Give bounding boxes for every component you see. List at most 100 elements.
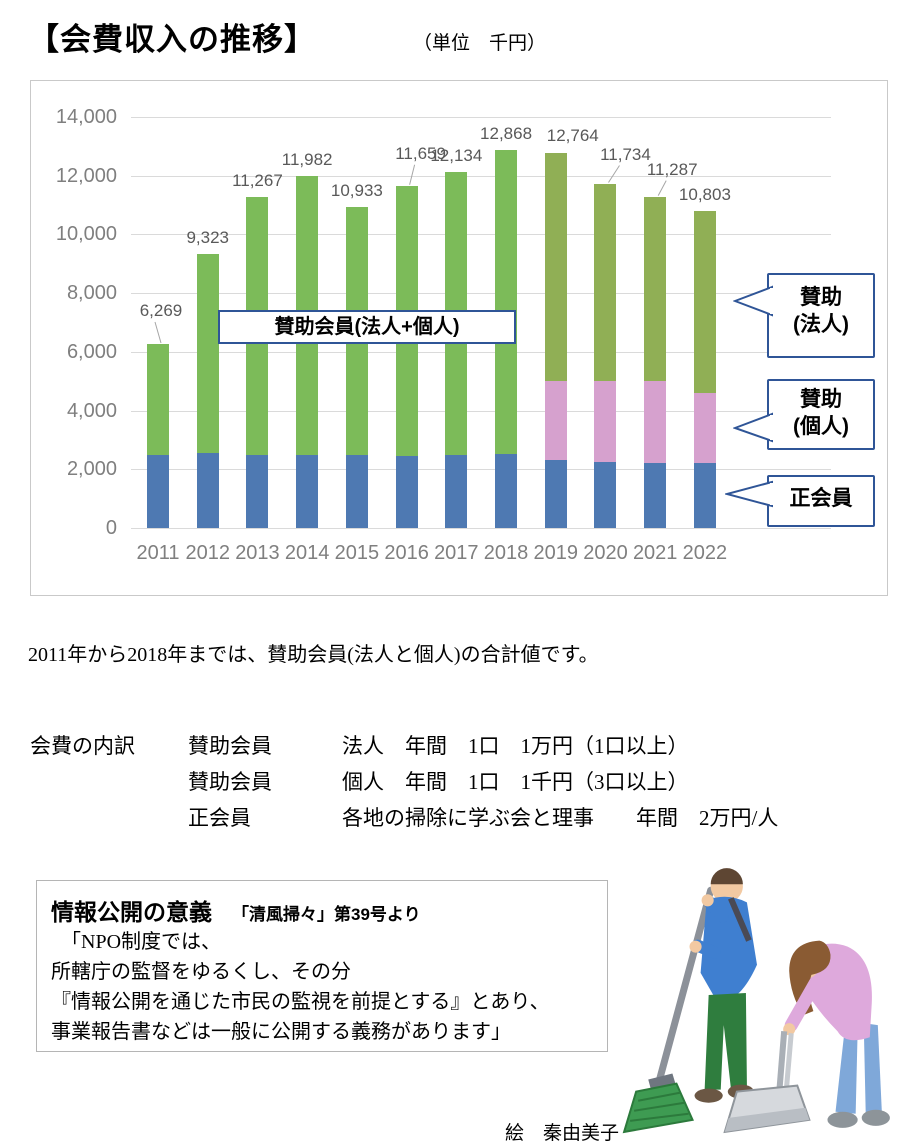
callout-text: (個人) xyxy=(793,415,849,438)
bar-segment-賛助(個人) xyxy=(594,381,617,462)
bar-segment-賛助(法人) xyxy=(147,343,169,455)
girl-sneaker xyxy=(827,1111,858,1128)
bar-segment-正会員 xyxy=(594,461,617,528)
gridline xyxy=(131,351,831,353)
x-axis-tick-label: 2021 xyxy=(632,542,678,564)
fees-detail: 個人 年間 1口 1千円（3口以上） xyxy=(342,770,689,794)
bar-segment-賛助(個人) xyxy=(644,381,667,464)
x-axis-tick-label: 2012 xyxy=(185,542,230,564)
broom-handle xyxy=(652,886,715,1096)
info-box-title: 情報公開の意義 xyxy=(51,899,212,925)
girl-jeans xyxy=(863,1023,882,1114)
boy-figure xyxy=(622,868,757,1134)
fees-row: 賛助会員 個人 年間 1口 1千円（3口以上） xyxy=(30,764,778,800)
fees-row: 正会員 各地の掃除に学ぶ会と理事 年間 2万円/人 xyxy=(30,800,778,836)
chart-overlay-label: 賛助会員(法人+個人) xyxy=(218,310,516,344)
callout-text: 賛助 xyxy=(800,388,842,411)
bar-total-label: 6,269 xyxy=(139,300,183,320)
bar-segment-正会員 xyxy=(196,453,219,528)
x-axis-tick-label: 2022 xyxy=(682,542,728,564)
fees-member-type: 賛助会員 xyxy=(188,734,272,758)
boy-hand xyxy=(689,940,702,953)
y-axis-tick-label: 10,000 xyxy=(55,223,117,246)
callout-text: 正会員 xyxy=(789,487,853,510)
info-box-line: 所轄庁の監督をゆるくし、その分 xyxy=(51,961,351,983)
x-axis-tick-label: 2020 xyxy=(583,542,628,564)
bar-segment-正会員 xyxy=(395,456,418,528)
fees-section: 会費の内訳 賛助会員 法人 年間 1口 1万円（1口以上） 賛助会員 個人 年間… xyxy=(30,728,778,836)
x-axis-tick-label: 2013 xyxy=(235,542,280,564)
unit-note: （単位 千円） xyxy=(413,33,547,54)
callout-text: 賛助 xyxy=(800,286,842,309)
bar-total-label: 11,287 xyxy=(646,159,698,179)
y-axis-tick-label: 6,000 xyxy=(66,340,117,363)
x-axis-tick-label: 2016 xyxy=(384,542,429,564)
fees-row: 会費の内訳 賛助会員 法人 年間 1口 1万円（1口以上） xyxy=(30,728,778,764)
y-axis-tick-label: 8,000 xyxy=(66,282,117,305)
x-axis-tick-label: 2019 xyxy=(533,542,579,564)
bar-segment-正会員 xyxy=(345,454,368,528)
callout-supporting-corporate: 賛助 (法人) xyxy=(767,273,875,358)
fees-member-type: 賛助会員 xyxy=(188,770,272,794)
info-box-line: 「NPO制度では、 xyxy=(51,931,222,953)
gridline xyxy=(131,117,831,118)
girl-hair xyxy=(789,940,831,1016)
bar-segment-賛助(法人) xyxy=(644,196,667,382)
gridline xyxy=(131,410,831,412)
dustpan-handle xyxy=(776,1030,788,1094)
bar-total-label: 12,134 xyxy=(430,145,483,165)
fees-member-type: 正会員 xyxy=(188,806,251,830)
x-axis-tick-label: 2017 xyxy=(434,542,479,564)
fees-detail: 各地の掃除に学ぶ会と理事 年間 2万円/人 xyxy=(342,806,779,830)
bar-segment-正会員 xyxy=(495,454,518,528)
info-box-line: 『情報公開を通じた市民の監視を前提とする』とあり、 xyxy=(51,991,550,1013)
gridline xyxy=(131,293,831,295)
callout-regular-member: 正会員 xyxy=(767,475,875,527)
gridline xyxy=(131,469,831,471)
bar-segment-賛助(法人) xyxy=(495,150,518,454)
y-axis-tick-label: 0 xyxy=(105,517,117,539)
bar-total-label: 12,764 xyxy=(546,126,599,146)
fees-detail: 法人 年間 1口 1万円（1口以上） xyxy=(342,734,689,758)
info-box-source: 「清風掃々」第39号より xyxy=(232,905,421,924)
bar-segment-正会員 xyxy=(445,455,468,528)
gridline xyxy=(131,175,831,177)
bar-segment-賛助(法人) xyxy=(544,153,567,382)
bar-segment-賛助(個人) xyxy=(544,381,567,461)
bar-segment-賛助(法人) xyxy=(196,254,219,454)
boy-shoe xyxy=(694,1088,723,1103)
bar-total-label: 11,734 xyxy=(600,144,651,164)
girl-jeans xyxy=(835,1021,858,1114)
cleaning-illustration xyxy=(622,868,890,1134)
bar-segment-正会員 xyxy=(693,463,716,528)
bar-total-label: 11,267 xyxy=(232,171,283,191)
gridline xyxy=(131,234,831,236)
x-axis-tick-label: 2015 xyxy=(334,542,380,564)
bar-total-label: 12,868 xyxy=(480,124,533,144)
bar-total-label: 10,933 xyxy=(330,181,383,201)
bar-segment-正会員 xyxy=(544,460,567,528)
callout-tail-icon xyxy=(733,285,773,317)
boy-pants xyxy=(704,992,747,1090)
gridline xyxy=(131,528,831,529)
fees-heading: 会費の内訳 xyxy=(30,734,135,758)
x-axis-tick-label: 2018 xyxy=(483,542,529,564)
y-axis-tick-label: 2,000 xyxy=(66,458,117,481)
bar-total-label: 11,982 xyxy=(281,150,333,170)
bar-total-label: 10,803 xyxy=(678,184,731,204)
x-axis-tick-label: 2014 xyxy=(284,542,330,564)
boy-hair xyxy=(710,868,743,885)
bar-segment-正会員 xyxy=(246,454,269,528)
bar-segment-賛助(個人) xyxy=(693,392,716,464)
bar-total-label: 11,659 xyxy=(395,143,446,163)
shoulder-strap xyxy=(728,897,752,942)
bar-segment-賛助(法人) xyxy=(693,210,716,393)
information-disclosure-box: 情報公開の意義 「清風掃々」第39号より 「NPO制度では、 所轄庁の監督をゆる… xyxy=(36,880,608,1052)
info-box-line: 事業報告書などは一般に公開する義務があります」 xyxy=(51,1021,511,1043)
callout-text: (法人) xyxy=(793,313,849,336)
callout-tail-icon xyxy=(733,412,773,443)
girl-sneaker xyxy=(861,1109,890,1126)
y-axis-tick-label: 4,000 xyxy=(66,399,117,422)
girl-figure xyxy=(723,940,890,1134)
